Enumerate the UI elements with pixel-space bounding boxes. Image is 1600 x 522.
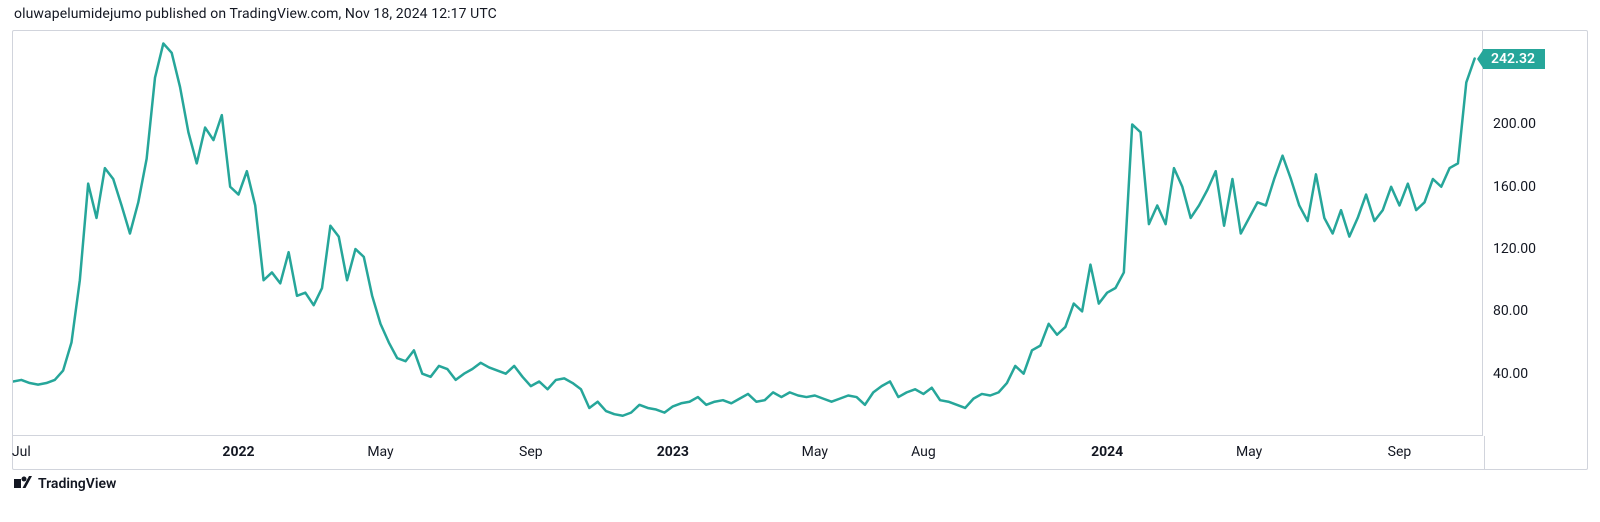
tradingview-logo-icon bbox=[14, 476, 32, 492]
x-tick-label: 2022 bbox=[222, 444, 254, 460]
y-tick-label: 200.00 bbox=[1493, 116, 1536, 132]
tradingview-brand-text: TradingView bbox=[38, 476, 116, 492]
x-tick-label: May bbox=[1236, 444, 1262, 460]
price-line bbox=[13, 31, 1483, 436]
x-tick-label: 2024 bbox=[1091, 444, 1123, 460]
x-tick-label: Aug bbox=[911, 444, 936, 460]
y-axis: 40.00 80.00 120.00 160.00 200.00 242.32 bbox=[1482, 31, 1587, 436]
tradingview-glyph-icon bbox=[14, 476, 32, 488]
x-tick-label: May bbox=[367, 444, 393, 460]
chart-plot-area[interactable] bbox=[13, 31, 1483, 436]
y-tick-label: 40.00 bbox=[1493, 366, 1528, 382]
axis-corner bbox=[1484, 436, 1589, 469]
x-tick-label: Jul bbox=[12, 444, 31, 460]
x-axis: Jul 2022 May Sep 2023 May Aug 2024 May Sep bbox=[13, 435, 1483, 469]
tradingview-chart-screenshot: oluwapelumidejumo published on TradingVi… bbox=[0, 0, 1600, 522]
x-tick-label: Sep bbox=[519, 444, 543, 460]
chart-frame: 40.00 80.00 120.00 160.00 200.00 242.32 Jul 2… bbox=[12, 30, 1588, 470]
y-tick-label: 160.00 bbox=[1493, 179, 1536, 195]
y-tick-label: 80.00 bbox=[1493, 303, 1528, 319]
attribution-text: oluwapelumidejumo published on TradingVi… bbox=[12, 0, 1588, 30]
x-tick-label: May bbox=[802, 444, 828, 460]
last-price-value: 242.32 bbox=[1491, 51, 1535, 67]
tradingview-watermark: TradingView bbox=[12, 470, 1588, 492]
last-price-tag: 242.32 bbox=[1483, 49, 1545, 69]
x-tick-label: Sep bbox=[1388, 444, 1412, 460]
x-tick-label: 2023 bbox=[657, 444, 689, 460]
y-tick-label: 120.00 bbox=[1493, 241, 1536, 257]
